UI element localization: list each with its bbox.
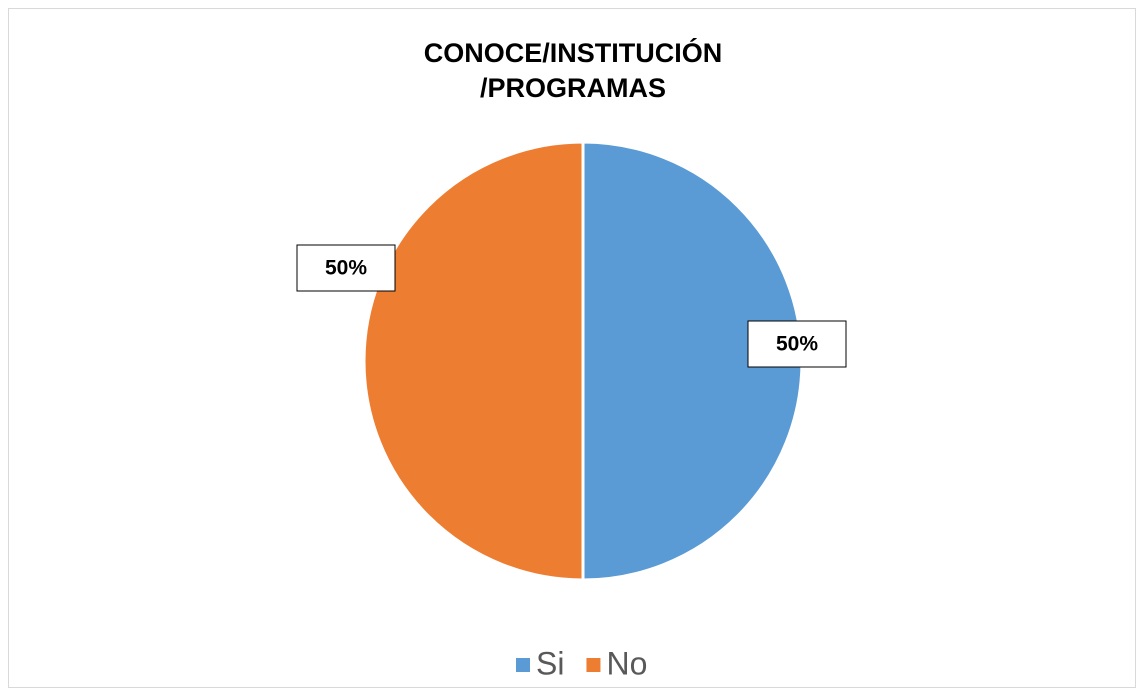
legend-swatch: [586, 658, 601, 672]
data-label-box: [296, 244, 396, 292]
chart-title: CONOCE/INSTITUCIÓN /PROGRAMAS: [423, 38, 723, 103]
data-label-box: [747, 320, 847, 368]
pie-slice: [362, 140, 585, 582]
legend-swatch: [516, 658, 530, 672]
legend-label: Si: [536, 645, 564, 679]
data-label: 50%: [776, 333, 818, 356]
data-label: 50%: [325, 257, 367, 280]
legend-label: No: [606, 645, 647, 679]
